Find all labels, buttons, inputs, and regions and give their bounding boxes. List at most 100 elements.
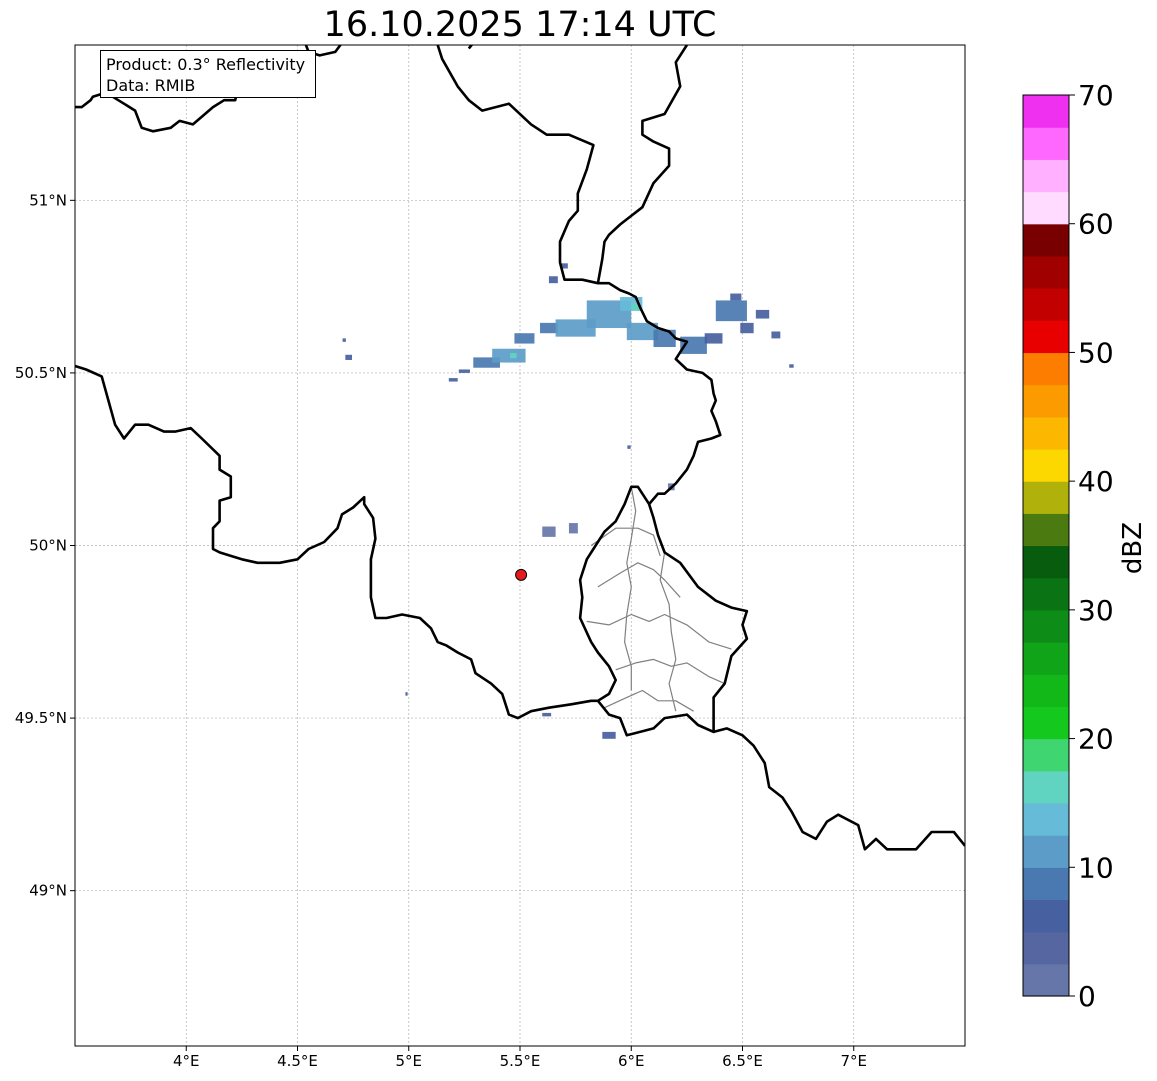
colorbar-segment: [1023, 513, 1069, 547]
colorbar-tick-label: 0: [1078, 980, 1096, 1013]
radar-echo-cell: [542, 526, 556, 537]
colorbar-segment: [1023, 738, 1069, 772]
lat-tick-label: 49°N: [29, 882, 67, 900]
country-border-line: [467, 45, 474, 50]
radar-echo-cell: [492, 348, 526, 363]
lat-tick-label: 50.5°N: [15, 364, 67, 382]
colorbar-segment: [1023, 802, 1069, 836]
lon-tick-label: 6.5°E: [722, 1052, 763, 1070]
colorbar-segment: [1023, 384, 1069, 418]
radar-echo-cell: [514, 333, 535, 344]
admin-border-line: [624, 486, 637, 691]
lat-tick-label: 50°N: [29, 537, 67, 555]
latitude-ticks: 51°N 50.5°N 50°N 49.5°N 49°N: [15, 191, 75, 900]
colorbar-segment: [1023, 159, 1069, 193]
radar-echo-cell: [540, 322, 558, 334]
admin-border-line: [590, 527, 661, 557]
colorbar-segment: [1023, 288, 1069, 321]
radar-echo-cell: [715, 300, 747, 322]
lon-tick-label: 7°E: [840, 1052, 867, 1070]
colorbar-segment: [1023, 577, 1069, 611]
country-border-line: [304, 45, 342, 57]
colorbar-segment: [1023, 191, 1069, 225]
radar-site-marker: [515, 568, 528, 581]
radar-echo-cell: [653, 329, 676, 348]
info-box: Product: 0.3° Reflectivity Data: RMIB: [100, 50, 316, 98]
colorbar-segment: [1023, 255, 1069, 289]
radar-echo-cell: [730, 293, 742, 301]
product-label: Product: 0.3° Reflectivity: [106, 55, 306, 74]
radar-echo-cell: [561, 263, 568, 269]
radar-echoes: [342, 263, 794, 739]
colorbar: [1022, 94, 1070, 997]
country-border-line: [75, 45, 722, 720]
radar-echo-cell: [345, 354, 353, 360]
colorbar-segment: [1023, 352, 1069, 386]
colorbar-segment: [1023, 448, 1069, 482]
colorbar-segment: [1023, 963, 1069, 997]
radar-echo-cell: [740, 322, 754, 334]
radar-echo-cell: [342, 338, 346, 342]
colorbar-tick-label: 50: [1078, 336, 1114, 369]
radar-echo-cell: [473, 357, 500, 368]
colorbar-segment: [1023, 931, 1069, 965]
radar-echo-cell: [602, 731, 616, 739]
colorbar-tick-label: 10: [1078, 851, 1114, 884]
radar-echo-cell: [626, 322, 658, 341]
colorbar-segment: [1023, 609, 1069, 643]
colorbar-segment: [1023, 320, 1069, 354]
radar-site-icon: [515, 568, 528, 581]
colorbar-label: dBZ: [1118, 522, 1148, 574]
colorbar-ticks: 0 10 20 30 40 50 60 70: [1069, 79, 1114, 1013]
radar-echo-cell: [458, 369, 470, 373]
map-title: 16.10.2025 17:14 UTC: [323, 5, 717, 45]
colorbar-segment: [1023, 545, 1069, 579]
radar-echo-cell: [448, 378, 458, 382]
colorbar-segment: [1023, 674, 1069, 707]
country-border-line: [596, 45, 688, 284]
colorbar-segment: [1023, 770, 1069, 804]
admin-border-line: [615, 658, 725, 685]
country-border-line: [596, 503, 749, 737]
colorbar-tick-label: 30: [1078, 594, 1114, 627]
lat-tick-label: 51°N: [29, 191, 67, 209]
gridlines: [75, 45, 965, 1046]
admin-borders: [586, 486, 732, 712]
lon-tick-label: 6°E: [618, 1052, 645, 1070]
radar-echo-cell: [755, 309, 770, 319]
colorbar-segment: [1023, 223, 1069, 257]
colorbar-segment: [1023, 416, 1069, 450]
admin-border-line: [604, 689, 694, 712]
colorbar-segment: [1023, 95, 1069, 128]
radar-echo-cell: [548, 276, 558, 284]
lat-tick-label: 49.5°N: [15, 709, 67, 727]
country-border-line: [713, 727, 965, 851]
radar-echo-cell: [771, 331, 781, 339]
longitude-ticks: 4°E 4.5°E 5°E 5.5°E 6°E 6.5°E 7°E: [173, 1046, 867, 1070]
radar-echo-cell: [631, 303, 641, 311]
radar-echo-cell: [509, 353, 517, 359]
colorbar-segment: [1023, 127, 1069, 160]
colorbar-tick-label: 20: [1078, 723, 1114, 756]
admin-border-line: [597, 562, 681, 598]
radar-echo-cell: [704, 333, 723, 344]
admin-border-line: [659, 552, 677, 712]
colorbar-segment: [1023, 867, 1069, 901]
colorbar-segment: [1023, 642, 1069, 675]
radar-echo-cell: [568, 523, 578, 534]
radar-echo-cell: [627, 445, 631, 449]
colorbar-frame: [1022, 94, 1070, 997]
radar-echo-cell: [789, 364, 794, 368]
admin-border-line: [586, 613, 732, 650]
colorbar-segment: [1023, 481, 1069, 514]
colorbar-tick-label: 40: [1078, 465, 1114, 498]
radar-echo-cell: [405, 692, 408, 696]
lon-tick-label: 4°E: [173, 1052, 200, 1070]
radar-echo-cell: [542, 712, 552, 717]
colorbar-tick-label: 60: [1078, 208, 1114, 241]
colorbar-segment: [1023, 899, 1069, 933]
lon-tick-label: 5°E: [395, 1052, 422, 1070]
colorbar-tick-label: 70: [1078, 79, 1114, 112]
radar-echo-cell: [555, 319, 596, 337]
